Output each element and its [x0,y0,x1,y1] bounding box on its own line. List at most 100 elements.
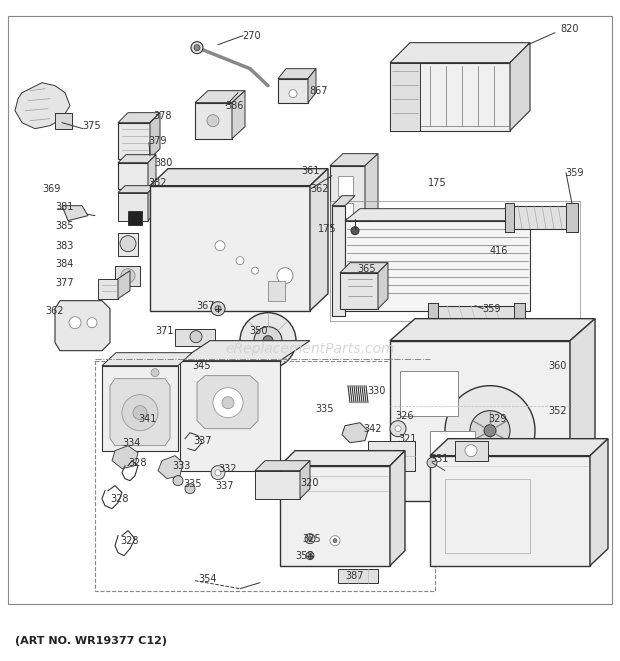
Bar [128,211,142,225]
Polygon shape [118,163,148,188]
Polygon shape [428,303,438,329]
Polygon shape [400,371,458,416]
Polygon shape [180,340,310,361]
Circle shape [263,336,273,346]
Polygon shape [390,340,570,500]
Polygon shape [232,91,245,139]
Polygon shape [332,196,355,206]
Text: 328: 328 [128,457,146,468]
Bar [95,361,435,591]
Polygon shape [118,123,150,159]
Text: 350: 350 [249,326,267,336]
Text: 358: 358 [295,551,314,561]
Text: 371: 371 [155,326,174,336]
Text: 341: 341 [138,414,156,424]
Polygon shape [148,186,155,221]
Polygon shape [150,112,160,159]
Text: 416: 416 [490,246,508,256]
Polygon shape [340,273,378,309]
Polygon shape [180,361,280,471]
Polygon shape [330,166,365,225]
Text: 329: 329 [488,414,507,424]
Text: 362: 362 [45,305,63,316]
Circle shape [427,457,437,468]
Text: 345: 345 [192,361,211,371]
Circle shape [191,42,203,54]
Text: eReplacementParts.com: eReplacementParts.com [225,342,395,356]
Text: 175: 175 [318,223,337,234]
Circle shape [120,236,136,252]
Circle shape [395,426,401,432]
Text: 359: 359 [482,303,500,314]
Text: 369: 369 [42,184,60,194]
Polygon shape [510,43,530,131]
Circle shape [390,420,406,437]
Circle shape [484,424,496,437]
Text: 359: 359 [565,168,583,178]
Polygon shape [368,441,415,471]
Text: 365: 365 [357,264,376,274]
Text: 384: 384 [55,258,73,268]
Polygon shape [590,439,608,566]
Text: 867: 867 [309,86,327,96]
Circle shape [305,533,315,543]
Polygon shape [195,91,245,102]
Text: 361: 361 [301,166,319,176]
Polygon shape [365,153,378,225]
Text: 333: 333 [172,461,190,471]
Bar [338,203,353,217]
Circle shape [87,318,97,328]
Text: 175: 175 [428,178,446,188]
Polygon shape [110,379,170,446]
Polygon shape [338,568,378,582]
Text: 360: 360 [548,361,567,371]
Text: 379: 379 [148,136,167,145]
Text: 378: 378 [153,110,172,121]
Text: 342: 342 [363,424,381,434]
Text: 337: 337 [193,436,211,446]
Polygon shape [55,112,72,129]
Text: 326: 326 [395,410,414,420]
Text: 380: 380 [154,158,172,168]
Polygon shape [150,169,328,186]
Polygon shape [390,63,510,131]
Circle shape [121,268,135,283]
Bar [338,176,353,196]
Polygon shape [430,455,590,566]
Circle shape [306,552,314,560]
Text: 387: 387 [345,570,363,580]
Text: 383: 383 [55,241,73,251]
Text: 334: 334 [122,438,140,447]
Polygon shape [62,206,88,221]
Polygon shape [268,281,285,301]
Circle shape [173,476,183,486]
Circle shape [207,114,219,127]
Polygon shape [118,270,130,299]
Polygon shape [390,63,420,131]
Polygon shape [430,439,608,455]
Polygon shape [332,206,345,316]
Text: (ART NO. WR19377 C12): (ART NO. WR19377 C12) [15,636,167,646]
Polygon shape [514,303,525,329]
Text: 330: 330 [367,385,386,396]
Circle shape [69,317,81,329]
Polygon shape [390,451,405,566]
Polygon shape [430,431,475,471]
Circle shape [151,369,159,377]
Circle shape [330,535,340,546]
Polygon shape [280,465,390,566]
Polygon shape [280,451,405,465]
Circle shape [185,484,195,494]
Text: 328: 328 [120,535,138,546]
Circle shape [289,90,297,98]
Polygon shape [255,461,310,471]
Circle shape [213,387,243,418]
Circle shape [222,397,234,408]
Circle shape [215,470,221,476]
Polygon shape [330,153,378,166]
Polygon shape [55,301,110,351]
Circle shape [351,227,359,235]
Text: 820: 820 [560,24,578,34]
Text: 325: 325 [302,533,321,543]
Polygon shape [118,112,160,123]
